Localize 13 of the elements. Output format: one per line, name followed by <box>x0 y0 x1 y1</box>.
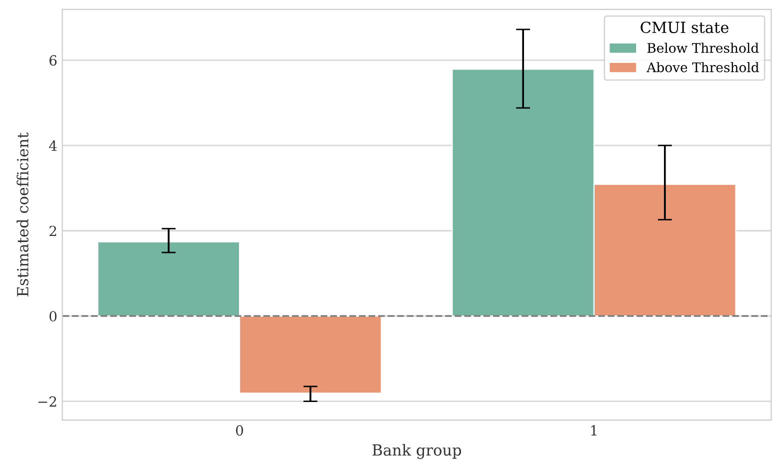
bar <box>238 315 382 394</box>
y-axis-title: Estimated coefficient <box>16 132 28 296</box>
y-tick-label: 6 <box>50 55 57 66</box>
x-axis-title: Bank group <box>372 444 462 459</box>
legend-label: Below Threshold <box>647 42 759 53</box>
y-tick-label: 4 <box>49 140 57 151</box>
legend-label: Above Threshold <box>646 62 759 72</box>
y-tick-label: 0 <box>50 311 57 322</box>
legend-title: CMUI state <box>640 22 728 34</box>
bar <box>97 241 240 317</box>
x-tick-label: 1 <box>591 425 596 436</box>
y-tick-label: −2 <box>38 396 56 407</box>
y-tick-label: 2 <box>50 226 56 236</box>
